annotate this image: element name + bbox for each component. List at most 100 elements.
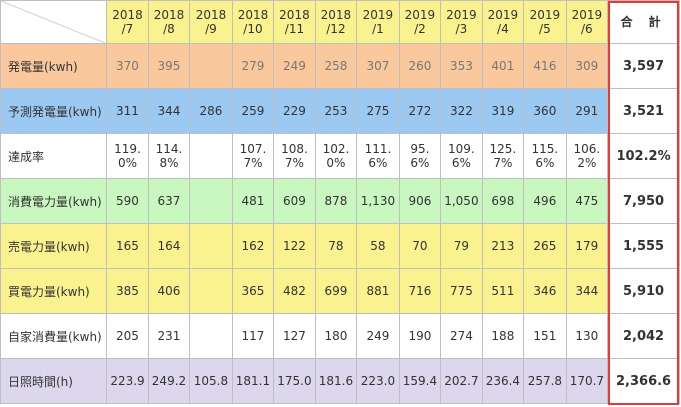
- row-label: 発電量(kwh): [0, 43, 108, 89]
- month-header: 2019/1: [356, 0, 400, 44]
- table-cell: 159.4: [398, 358, 442, 404]
- table-cell: 511: [481, 268, 525, 314]
- table-cell: 253: [314, 88, 358, 134]
- table-cell: 106. 2%: [565, 133, 609, 179]
- table-cell: 360: [523, 88, 567, 134]
- table-cell: 179: [565, 223, 609, 269]
- table-row: 達成率 119. 0% 114. 8% 107. 7% 108. 7% 102. 0% 111. 6% 9…: [0, 133, 680, 179]
- month-header: 2018/8: [147, 0, 191, 44]
- month-header: 2018/12: [314, 0, 358, 44]
- row-total: 7,950: [607, 178, 680, 224]
- table-cell: 108. 7%: [273, 133, 316, 179]
- table-cell: 346: [523, 268, 567, 314]
- table-cell: 637: [147, 178, 191, 224]
- table-cell: 275: [356, 88, 400, 134]
- table-cell: 170.7: [565, 358, 609, 404]
- row-label: 売電力量(kwh): [0, 223, 108, 269]
- table-cell: 1,050: [440, 178, 483, 224]
- table-cell: 70: [398, 223, 442, 269]
- table-row: 発電量(kwh) 370 395 279 249 258 307 260 353 401 416 30…: [0, 43, 680, 89]
- table-cell: [189, 268, 233, 314]
- table-row: 売電力量(kwh) 165 164 162 122 78 58 70 79 213 265 179 1,…: [0, 223, 680, 269]
- table-cell: 370: [106, 43, 149, 89]
- table-cell: 716: [398, 268, 442, 314]
- row-label: 達成率: [0, 133, 108, 179]
- table-cell: 344: [147, 88, 191, 134]
- table-cell: 344: [565, 268, 609, 314]
- table-cell: 265: [523, 223, 567, 269]
- table-cell: 202.7: [440, 358, 483, 404]
- row-label: 消費電力量(kwh): [0, 178, 108, 224]
- table-cell: 353: [440, 43, 483, 89]
- table-cell: 181.6: [314, 358, 358, 404]
- table-cell: 107. 7%: [231, 133, 275, 179]
- table-cell: 311: [106, 88, 149, 134]
- row-total: 2,366.6: [607, 358, 680, 404]
- table-cell: 272: [398, 88, 442, 134]
- table-cell: [189, 178, 233, 224]
- month-header: 2018/9: [189, 0, 233, 44]
- table-cell: 231: [147, 313, 191, 359]
- table-cell: 164: [147, 223, 191, 269]
- row-label: 自家消費量(kwh): [0, 313, 108, 359]
- table-cell: 162: [231, 223, 275, 269]
- table-cell: 416: [523, 43, 567, 89]
- month-header: 2018/10: [231, 0, 275, 44]
- table-cell: 906: [398, 178, 442, 224]
- table-cell: 258: [314, 43, 358, 89]
- table-cell: 482: [273, 268, 316, 314]
- row-total: 3,597: [607, 43, 680, 89]
- table-row: 予測発電量(kwh) 311 344 286 259 229 253 275 272 322 319…: [0, 88, 680, 134]
- table-cell: 205: [106, 313, 149, 359]
- table-cell: 590: [106, 178, 149, 224]
- table-row: 自家消費量(kwh) 205 231 117 127 180 249 190 274 188 151…: [0, 313, 680, 359]
- table-cell: 213: [481, 223, 525, 269]
- row-label: 買電力量(kwh): [0, 268, 108, 314]
- table-cell: 127: [273, 313, 316, 359]
- table-cell: 878: [314, 178, 358, 224]
- table-cell: 181.1: [231, 358, 275, 404]
- table-cell: 775: [440, 268, 483, 314]
- table-cell: 881: [356, 268, 400, 314]
- table-cell: 291: [565, 88, 609, 134]
- table-cell: 319: [481, 88, 525, 134]
- table-body: 発電量(kwh) 370 395 279 249 258 307 260 353 401 416 30…: [0, 43, 680, 404]
- table-cell: 223.0: [356, 358, 400, 404]
- table-cell: 115. 6%: [523, 133, 567, 179]
- table-cell: 102. 0%: [314, 133, 358, 179]
- table-cell: [189, 223, 233, 269]
- table-cell: 236.4: [481, 358, 525, 404]
- table-cell: 259: [231, 88, 275, 134]
- table-cell: 406: [147, 268, 191, 314]
- table-cell: 274: [440, 313, 483, 359]
- table-cell: 79: [440, 223, 483, 269]
- table-cell: [189, 133, 233, 179]
- row-label: 予測発電量(kwh): [0, 88, 108, 134]
- row-total: 1,555: [607, 223, 680, 269]
- table-cell: 401: [481, 43, 525, 89]
- table-cell: 130: [565, 313, 609, 359]
- table-cell: 175.0: [273, 358, 316, 404]
- table-cell: 249.2: [147, 358, 191, 404]
- table-cell: 190: [398, 313, 442, 359]
- table-row: 買電力量(kwh) 385 406 365 482 699 881 716 775 511 346 3…: [0, 268, 680, 314]
- table-row: 日照時間(h) 223.9 249.2 105.8 181.1 175.0 181.6 223…: [0, 358, 680, 404]
- table-cell: [189, 43, 233, 89]
- table-cell: 125. 7%: [481, 133, 525, 179]
- table-cell: 95. 6%: [398, 133, 442, 179]
- month-header: 2019/3: [440, 0, 483, 44]
- table-cell: 151: [523, 313, 567, 359]
- table-cell: 307: [356, 43, 400, 89]
- month-header: 2018/11: [273, 0, 316, 44]
- table-cell: 698: [481, 178, 525, 224]
- month-header: 2019/2: [398, 0, 442, 44]
- table-cell: 322: [440, 88, 483, 134]
- table-cell: [189, 313, 233, 359]
- table-cell: 165: [106, 223, 149, 269]
- month-header: 2019/6: [565, 0, 609, 44]
- table-cell: 78: [314, 223, 358, 269]
- table-cell: 699: [314, 268, 358, 314]
- table-cell: 58: [356, 223, 400, 269]
- table-cell: 249: [356, 313, 400, 359]
